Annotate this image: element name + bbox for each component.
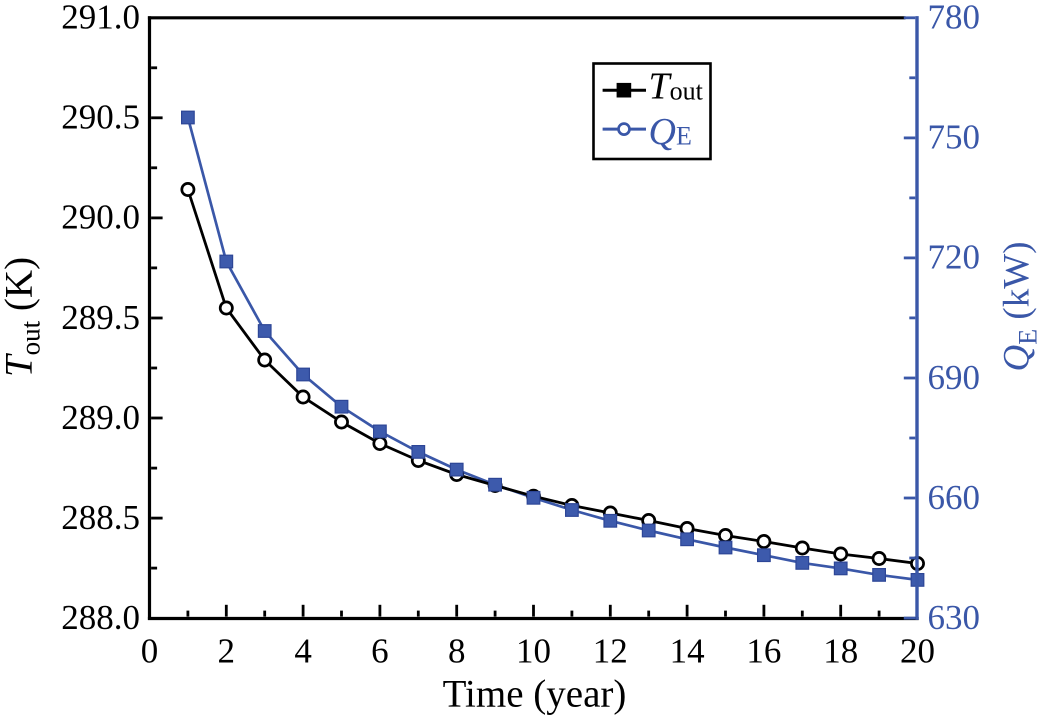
svg-text:690: 690	[928, 358, 981, 397]
svg-text:QE (kW): QE (kW)	[997, 242, 1043, 372]
svg-text:10: 10	[516, 632, 551, 671]
svg-text:16: 16	[746, 632, 781, 671]
svg-text:630: 630	[928, 598, 981, 637]
svg-text:4: 4	[294, 632, 312, 671]
svg-text:290.5: 290.5	[61, 98, 140, 137]
svg-text:20: 20	[900, 632, 935, 671]
svg-text:0: 0	[141, 632, 159, 671]
svg-text:8: 8	[448, 632, 466, 671]
svg-text:Time (year): Time (year)	[443, 673, 627, 716]
svg-text:289.0: 289.0	[61, 398, 140, 437]
svg-text:780: 780	[928, 0, 981, 37]
svg-text:289.5: 289.5	[61, 298, 140, 337]
svg-text:6: 6	[371, 632, 389, 671]
svg-text:Tout (K): Tout (K)	[0, 257, 46, 377]
svg-text:14: 14	[670, 632, 705, 671]
svg-text:750: 750	[928, 118, 981, 157]
svg-text:720: 720	[928, 238, 981, 277]
svg-text:290.0: 290.0	[61, 198, 140, 237]
svg-text:288.5: 288.5	[61, 498, 140, 537]
svg-text:QE: QE	[649, 111, 692, 153]
svg-text:291.0: 291.0	[61, 0, 140, 37]
svg-text:660: 660	[928, 478, 981, 517]
svg-text:12: 12	[593, 632, 628, 671]
svg-text:Tout: Tout	[649, 65, 704, 107]
svg-text:18: 18	[823, 632, 858, 671]
svg-text:2: 2	[218, 632, 236, 671]
svg-text:288.0: 288.0	[61, 598, 140, 637]
